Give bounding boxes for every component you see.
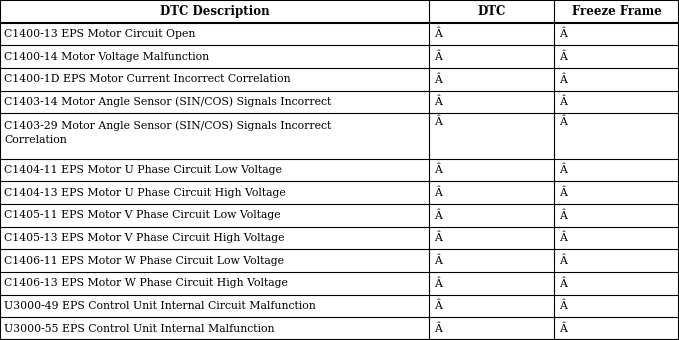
Text: C1400-14 Motor Voltage Malfunction: C1400-14 Motor Voltage Malfunction bbox=[4, 52, 209, 62]
Text: C1400-1D EPS Motor Current Incorrect Correlation: C1400-1D EPS Motor Current Incorrect Cor… bbox=[4, 74, 291, 84]
Text: Â: Â bbox=[559, 278, 568, 289]
Bar bbox=[0, 227, 679, 249]
Text: Â: Â bbox=[559, 74, 568, 85]
Text: U3000-55 EPS Control Unit Internal Malfunction: U3000-55 EPS Control Unit Internal Malfu… bbox=[4, 324, 274, 334]
Text: C1405-11 EPS Motor V Phase Circuit Low Voltage: C1405-11 EPS Motor V Phase Circuit Low V… bbox=[4, 210, 280, 220]
Text: Â: Â bbox=[435, 323, 443, 334]
Text: Â: Â bbox=[435, 255, 443, 266]
Text: Â: Â bbox=[435, 74, 443, 85]
Text: C1403-14 Motor Angle Sensor (SIN/COS) Signals Incorrect: C1403-14 Motor Angle Sensor (SIN/COS) Si… bbox=[4, 97, 331, 107]
Bar bbox=[0, 113, 679, 159]
Bar bbox=[0, 181, 679, 204]
Text: Â: Â bbox=[435, 233, 443, 243]
Text: Freeze Frame: Freeze Frame bbox=[572, 5, 661, 18]
Bar bbox=[0, 68, 679, 91]
Text: Â: Â bbox=[435, 29, 443, 39]
Text: Â: Â bbox=[559, 51, 568, 62]
Text: C1404-11 EPS Motor U Phase Circuit Low Voltage: C1404-11 EPS Motor U Phase Circuit Low V… bbox=[4, 165, 282, 175]
Bar bbox=[0, 23, 679, 45]
Bar bbox=[0, 91, 679, 113]
Text: Â: Â bbox=[435, 116, 443, 127]
Bar bbox=[0, 295, 679, 317]
Text: C1404-13 EPS Motor U Phase Circuit High Voltage: C1404-13 EPS Motor U Phase Circuit High … bbox=[4, 188, 286, 198]
Text: Â: Â bbox=[559, 255, 568, 266]
Text: Â: Â bbox=[559, 210, 568, 221]
Bar bbox=[0, 204, 679, 227]
Bar bbox=[0, 272, 679, 295]
Text: Â: Â bbox=[559, 187, 568, 198]
Text: C1406-13 EPS Motor W Phase Circuit High Voltage: C1406-13 EPS Motor W Phase Circuit High … bbox=[4, 278, 288, 288]
Bar bbox=[0, 249, 679, 272]
Text: U3000-49 EPS Control Unit Internal Circuit Malfunction: U3000-49 EPS Control Unit Internal Circu… bbox=[4, 301, 316, 311]
Bar bbox=[0, 45, 679, 68]
Text: DTC: DTC bbox=[477, 5, 506, 18]
Text: Â: Â bbox=[559, 165, 568, 175]
Text: Â: Â bbox=[435, 97, 443, 107]
Text: C1405-13 EPS Motor V Phase Circuit High Voltage: C1405-13 EPS Motor V Phase Circuit High … bbox=[4, 233, 285, 243]
Text: C1403-29 Motor Angle Sensor (SIN/COS) Signals Incorrect
Correlation: C1403-29 Motor Angle Sensor (SIN/COS) Si… bbox=[4, 120, 331, 145]
Text: Â: Â bbox=[559, 233, 568, 243]
Text: Â: Â bbox=[559, 301, 568, 311]
Text: DTC Description: DTC Description bbox=[160, 5, 270, 18]
Text: Â: Â bbox=[435, 301, 443, 311]
Text: Â: Â bbox=[559, 116, 568, 127]
Bar bbox=[0, 159, 679, 181]
Text: Â: Â bbox=[559, 29, 568, 39]
Bar bbox=[0, 317, 679, 340]
Text: Â: Â bbox=[559, 323, 568, 334]
Text: Â: Â bbox=[435, 187, 443, 198]
Text: Â: Â bbox=[435, 278, 443, 289]
Text: Â: Â bbox=[435, 51, 443, 62]
Text: Â: Â bbox=[435, 210, 443, 221]
Text: C1406-11 EPS Motor W Phase Circuit Low Voltage: C1406-11 EPS Motor W Phase Circuit Low V… bbox=[4, 256, 284, 266]
Text: Â: Â bbox=[559, 97, 568, 107]
Text: Â: Â bbox=[435, 165, 443, 175]
Bar bbox=[0, 0, 679, 23]
Text: C1400-13 EPS Motor Circuit Open: C1400-13 EPS Motor Circuit Open bbox=[4, 29, 196, 39]
